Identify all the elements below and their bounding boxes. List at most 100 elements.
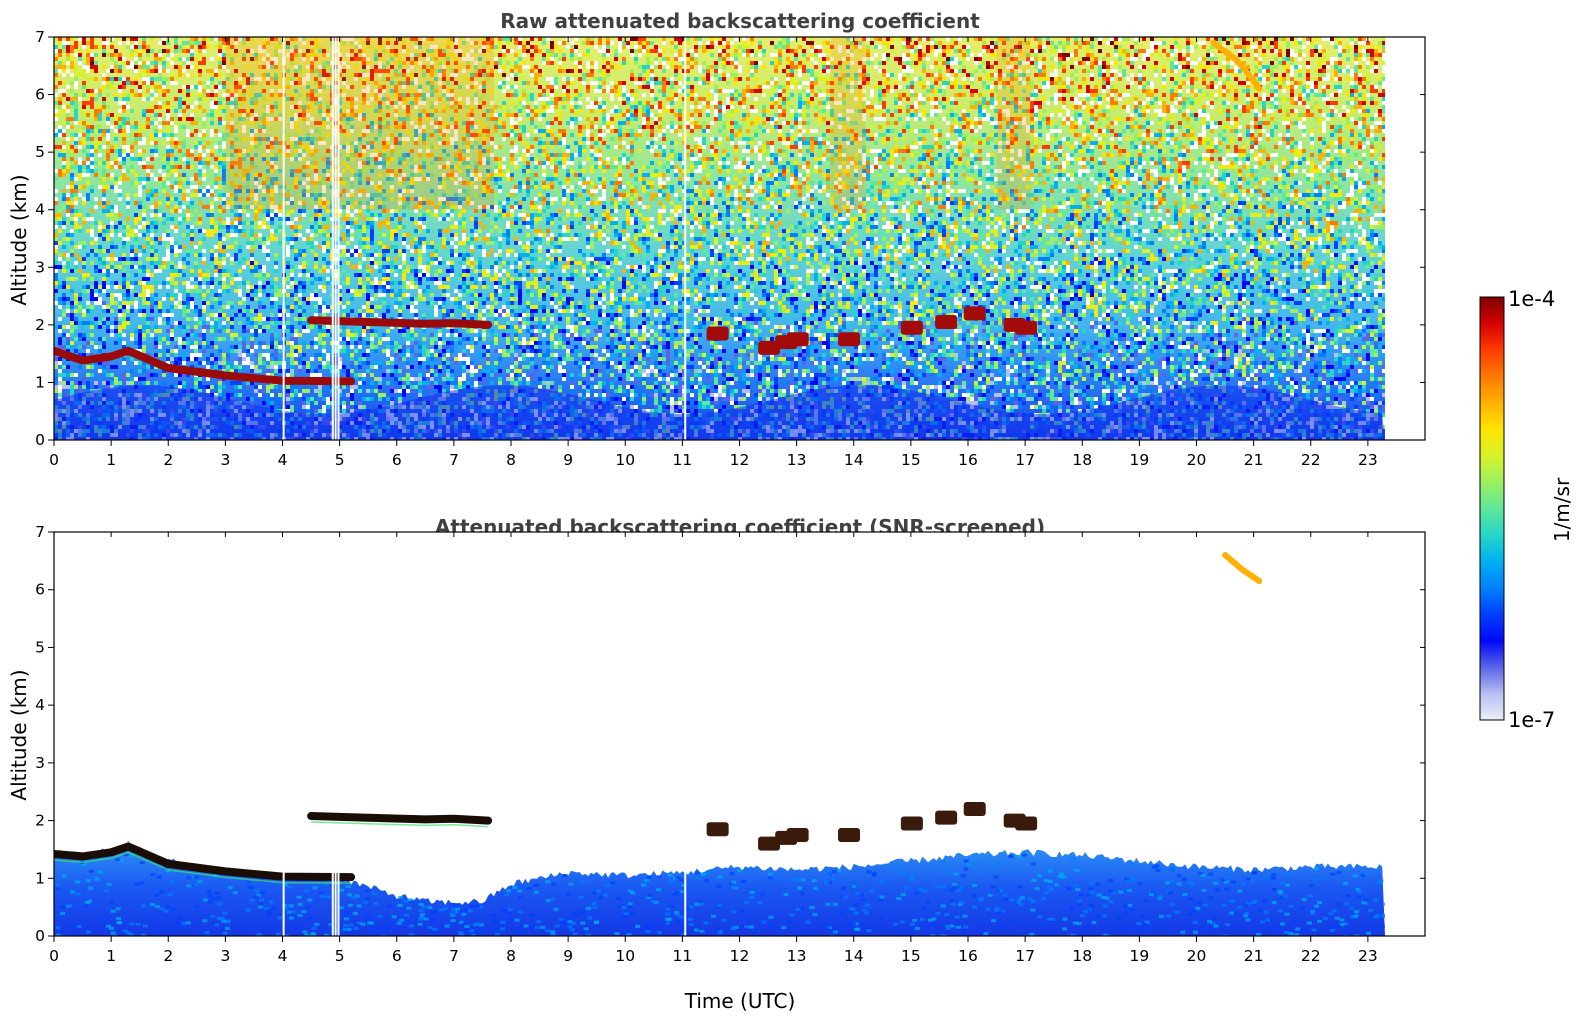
noise-cell: [658, 145, 662, 149]
noise-cell: [638, 85, 642, 89]
noise-cell: [1258, 113, 1262, 117]
noise-cell: [1234, 45, 1238, 49]
noise-cell: [1326, 65, 1330, 69]
noise-cell: [1222, 101, 1226, 105]
noise-cell: [978, 57, 982, 61]
noise-cell: [974, 105, 978, 109]
noise-cell: [1046, 137, 1050, 141]
noise-cell: [526, 109, 530, 113]
noise-cell: [378, 101, 382, 105]
noise-cell: [722, 61, 726, 65]
noise-cell: [1190, 97, 1194, 101]
noise-cell: [630, 77, 634, 81]
noise-cell: [138, 57, 142, 61]
noise-cell: [974, 137, 978, 141]
noise-cell: [1222, 81, 1226, 85]
noise-cell: [1098, 61, 1102, 65]
noise-cell: [1002, 37, 1006, 41]
noise-cell: [1074, 113, 1078, 117]
noise-cell: [310, 117, 314, 121]
noise-cell: [1254, 89, 1258, 93]
noise-cell: [1270, 89, 1274, 93]
noise-cell: [202, 61, 206, 65]
noise-cell: [938, 117, 942, 121]
noise-cell: [422, 53, 426, 57]
noise-cell: [634, 77, 638, 81]
noise-cell: [230, 133, 234, 137]
noise-cell: [1082, 137, 1086, 141]
noise-cell: [530, 73, 534, 77]
noise-cell: [486, 125, 490, 129]
noise-cell: [806, 89, 810, 93]
noise-cell: [778, 137, 782, 141]
noise-cell: [966, 137, 970, 141]
noise-cell: [1254, 45, 1258, 49]
noise-cell: [1222, 129, 1226, 133]
noise-cell: [874, 53, 878, 57]
noise-cell: [150, 69, 154, 73]
noise-cell: [1346, 121, 1350, 125]
noise-cell: [1094, 37, 1098, 41]
noise-cell: [934, 73, 938, 77]
noise-cell: [1090, 89, 1094, 93]
noise-cell: [602, 65, 606, 69]
noise-cell: [826, 61, 830, 65]
noise-cell: [642, 117, 646, 121]
noise-cell: [1306, 113, 1310, 117]
noise-cell: [1226, 117, 1230, 121]
noise-cell: [290, 57, 294, 61]
noise-cell: [730, 61, 734, 65]
noise-cell: [1314, 101, 1318, 105]
noise-cell: [146, 77, 150, 81]
noise-cell: [630, 97, 634, 101]
noise-cell: [146, 97, 150, 101]
noise-cell: [718, 53, 722, 57]
noise-cell: [814, 93, 818, 97]
noise-cell: [858, 69, 862, 73]
noise-cell: [1286, 121, 1290, 125]
noise-cell: [818, 89, 822, 93]
noise-cell: [1278, 133, 1282, 137]
noise-cell: [510, 85, 514, 89]
noise-cell: [814, 65, 818, 69]
noise-cell: [450, 93, 454, 97]
noise-cell: [954, 85, 958, 89]
noise-cell: [662, 37, 666, 41]
noise-cell: [222, 53, 226, 57]
noise-cell: [1162, 133, 1166, 137]
noise-cell: [458, 49, 462, 53]
noise-cell: [498, 45, 502, 49]
noise-cell: [1094, 57, 1098, 61]
noise-cell: [838, 125, 842, 129]
noise-cell: [1194, 77, 1198, 81]
noise-cell: [54, 45, 58, 49]
noise-cell: [190, 73, 194, 77]
noise-cell: [950, 113, 954, 117]
noise-cell: [230, 141, 234, 145]
noise-cell: [158, 101, 162, 105]
noise-cell: [302, 77, 306, 81]
noise-cell: [714, 101, 718, 105]
noise-cell: [62, 69, 66, 73]
noise-cell: [866, 73, 870, 77]
noise-cell: [290, 97, 294, 101]
noise-cell: [1078, 117, 1082, 121]
noise-cell: [1322, 137, 1326, 141]
noise-cell: [378, 117, 382, 121]
noise-cell: [214, 73, 218, 77]
noise-cell: [710, 53, 714, 57]
noise-cell: [1006, 101, 1010, 105]
noise-cell: [230, 93, 234, 97]
noise-cell: [402, 93, 406, 97]
noise-cell: [942, 105, 946, 109]
noise-cell: [1014, 61, 1018, 65]
noise-cell: [414, 37, 418, 41]
noise-cell: [1098, 105, 1102, 109]
noise-cell: [74, 113, 78, 117]
noise-cell: [1378, 81, 1382, 85]
noise-cell: [1274, 97, 1278, 101]
noise-cell: [442, 105, 446, 109]
noise-cell: [590, 109, 594, 113]
noise-cell: [1294, 141, 1298, 145]
noise-cell: [194, 85, 198, 89]
